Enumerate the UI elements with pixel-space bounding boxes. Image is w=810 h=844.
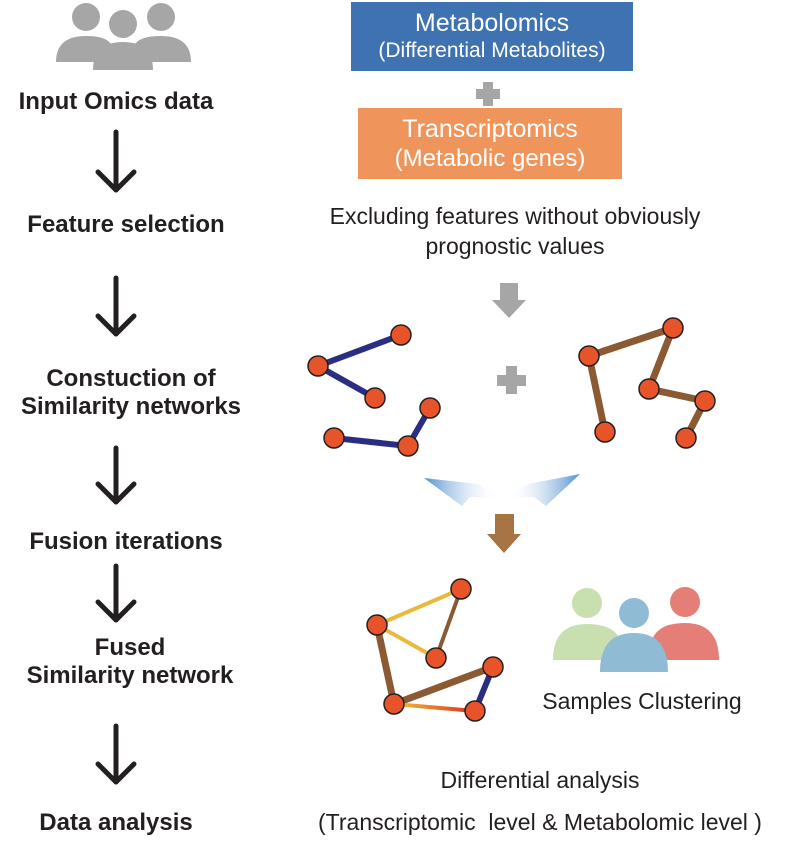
metabolomics-subtitle: (Differential Metabolites) <box>378 39 606 62</box>
arrow-down-icon <box>95 445 137 505</box>
network-node <box>594 421 616 443</box>
network-node <box>662 317 684 339</box>
analysis-description: Differential analysis (Transcriptomic le… <box>280 765 800 837</box>
metabolomic-network <box>307 324 441 457</box>
plus-icon <box>497 366 526 394</box>
transcriptomics-box: Transcriptomics (Metabolic genes) <box>358 108 622 179</box>
samples-clustering-label: Samples Clustering <box>542 688 742 714</box>
metabolomics-box: Metabolomics (Differential Metabolites) <box>351 2 633 71</box>
step-data-analysis: Data analysis <box>39 809 193 836</box>
step-input-omics-data: Input Omics data <box>18 88 214 115</box>
network-node <box>694 390 716 412</box>
arrow-down-icon <box>95 723 137 785</box>
description-line: Differential analysis <box>440 767 640 793</box>
step-label-line: Similarity network <box>26 662 234 689</box>
arrow-down-icon <box>95 563 137 623</box>
feature-selection-description: Excluding features without obviously pro… <box>270 201 760 261</box>
network-node <box>425 647 447 669</box>
transcriptomics-subtitle: (Metabolic genes) <box>394 145 586 172</box>
gray-down-arrow-icon <box>492 283 526 318</box>
metabolomics-title: Metabolomics <box>414 9 570 37</box>
network-node <box>383 693 405 715</box>
network-node <box>419 397 441 419</box>
transcriptomic-network <box>578 317 716 449</box>
step-label-line: Fused <box>94 634 166 661</box>
description-line: prognostic values <box>425 233 605 259</box>
network-node <box>578 345 600 367</box>
network-node <box>638 378 660 400</box>
step-label-line: Constuction of <box>46 365 216 392</box>
network-node <box>675 427 697 449</box>
transcriptomics-title: Transcriptomics <box>402 115 578 143</box>
fusion-funnel-right <box>506 474 580 506</box>
fusion-funnel-left <box>424 478 500 506</box>
arrow-down-icon <box>95 275 137 337</box>
plus-icon <box>476 82 500 106</box>
samples-clustering-icon <box>553 587 719 672</box>
network-node <box>464 700 486 722</box>
network-node <box>364 387 386 409</box>
description-line: Excluding features without obviously <box>329 203 701 229</box>
flow-arrows <box>95 129 137 785</box>
description-line: (Transcriptomic level & Metabolomic leve… <box>318 809 762 835</box>
step-construction-similarity-networks: Constuction of Similarity networks <box>0 365 262 421</box>
network-node <box>390 324 412 346</box>
step-feature-selection: Feature selection <box>27 211 225 238</box>
network-node <box>323 427 345 449</box>
people-group-icon <box>56 3 191 70</box>
network-node <box>397 435 419 457</box>
step-fused-similarity-network: Fused Similarity network <box>6 634 254 690</box>
network-node <box>482 656 504 678</box>
network-node <box>366 614 388 636</box>
step-label-line: Similarity networks <box>20 393 242 420</box>
brown-down-arrow-icon <box>487 514 521 553</box>
network-node <box>307 355 329 377</box>
fused-network <box>366 578 504 722</box>
arrow-down-icon <box>95 129 137 193</box>
step-fusion-iterations: Fusion iterations <box>29 528 223 555</box>
network-node <box>450 578 472 600</box>
